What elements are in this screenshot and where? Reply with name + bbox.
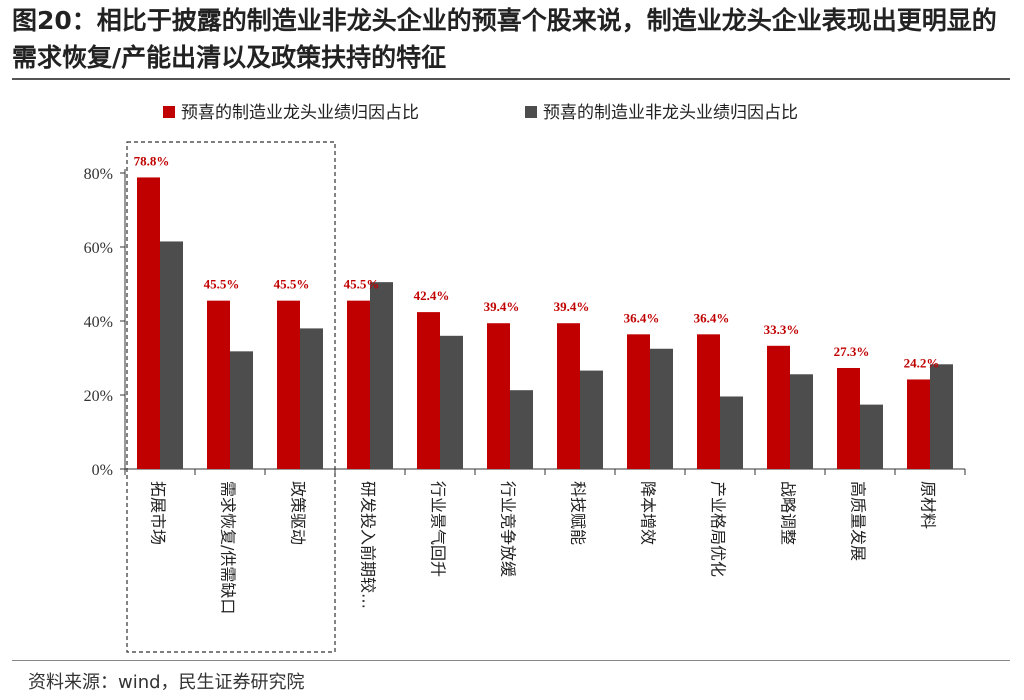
x-category-label: 产业格局优化 [709,481,728,577]
bar-non-leader [160,241,183,469]
bar-leader [207,300,230,469]
data-label: 33.3% [764,322,800,337]
x-category-label: 行业景气回升 [429,481,448,577]
footer-divider [12,660,1010,661]
x-category-label: 需求恢复/供需缺口 [219,481,238,614]
data-label: 78.8% [134,153,170,168]
y-tick-label: 60% [84,240,113,257]
title-divider [12,78,1010,80]
x-category-label: 科技赋能 [569,481,588,545]
data-label: 45.5% [204,277,240,292]
legend-label: 预喜的制造业龙头业绩归因占比 [181,103,419,123]
data-label: 45.5% [274,277,310,292]
data-label: 24.2% [904,355,940,370]
y-tick-label: 40% [84,314,113,331]
data-label: 27.3% [834,344,870,359]
y-tick-label: 80% [84,166,113,183]
highlight-box [126,141,336,653]
bar-leader [767,345,790,469]
data-label: 36.4% [624,310,660,325]
bar-non-leader [580,370,603,469]
bar-non-leader [720,396,743,469]
bar-leader [557,323,580,469]
data-label: 36.4% [694,310,730,325]
x-category-label: 高质量发展 [849,481,868,561]
x-category-label: 战略调整 [779,481,798,545]
legend-swatch [163,106,175,118]
bar-chart: 0% 20% 40% 60% 80% 78.8% 拓展市场 45.5% 需求恢复/供需缺口 45.… [84,103,966,653]
x-category-label: 降本增效 [639,481,658,545]
bar-leader [417,312,440,469]
bar-non-leader [790,374,813,469]
bar-non-leader [440,335,463,469]
bar-non-leader [230,351,253,469]
x-category-label: 拓展市场 [149,481,168,545]
bar-non-leader [860,404,883,469]
x-category-label: 行业竞争放缓 [499,481,518,577]
x-category-label: 原材料 [919,481,938,529]
x-category-label: 政策驱动 [289,481,308,545]
data-label: 39.4% [554,299,590,314]
data-label: 39.4% [484,299,520,314]
bar-leader [277,300,300,469]
bar-leader [487,323,510,469]
bar-leader [907,379,930,469]
bar-non-leader [510,390,533,469]
y-tick-label: 20% [84,388,113,405]
bar-leader [137,177,160,469]
legend-swatch [525,106,537,118]
data-label: 45.5% [344,277,380,292]
chart-title: 图20：相比于披露的制造业非龙头企业的预喜个股来说，制造业龙头企业表现出更明显的… [12,6,997,72]
legend-label: 预喜的制造业非龙头业绩归因占比 [543,103,798,123]
y-tick-label: 0% [92,462,113,479]
bar-leader [837,367,860,469]
bar-non-leader [930,364,953,469]
x-category-label: 研发投入前期较… [359,481,378,609]
bar-leader [627,334,650,469]
data-label: 42.4% [414,288,450,303]
source-note: 资料来源：wind，民生证券研究院 [28,672,305,693]
bar-leader [347,300,370,469]
bar-non-leader [650,348,673,469]
bar-non-leader [370,282,393,469]
bar-leader [697,334,720,469]
bar-non-leader [300,328,323,469]
